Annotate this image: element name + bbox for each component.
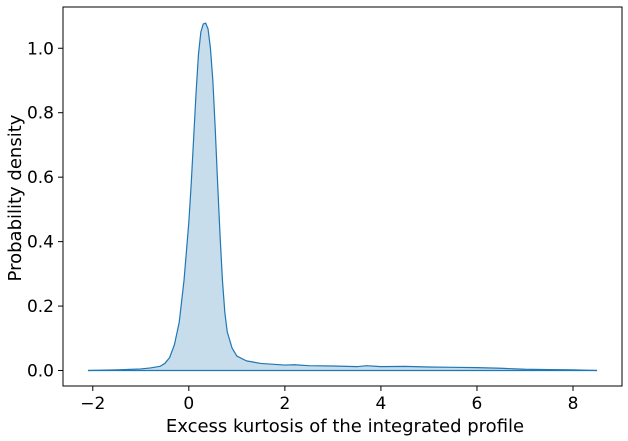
plot-frame xyxy=(62,6,623,387)
y-tick-label: 0.8 xyxy=(27,104,54,124)
plot-area xyxy=(87,22,598,372)
y-axis-label: Probability density xyxy=(5,114,26,281)
y-tick-label: 0.6 xyxy=(27,168,54,188)
x-tick-label: 0 xyxy=(183,394,194,414)
x-tick-label: 2 xyxy=(279,394,290,414)
x-tick-label: −2 xyxy=(80,394,105,414)
x-tick-label: 4 xyxy=(376,394,387,414)
x-axis-label: Excess kurtosis of the integrated profil… xyxy=(166,416,524,437)
density-curve xyxy=(87,22,598,372)
y-tick-label: 1.0 xyxy=(27,39,54,59)
axes: −2 0 2 4 6 8 0.0 0.2 0.4 0.6 0.8 1.0 xyxy=(27,6,623,414)
y-tick-label: 0.4 xyxy=(27,233,54,253)
x-tick-label: 8 xyxy=(568,394,579,414)
density-fill-area xyxy=(87,23,598,371)
y-tick-label: 0.2 xyxy=(27,297,54,317)
y-tick-label: 0.0 xyxy=(27,362,54,382)
x-tick-label: 6 xyxy=(472,394,483,414)
